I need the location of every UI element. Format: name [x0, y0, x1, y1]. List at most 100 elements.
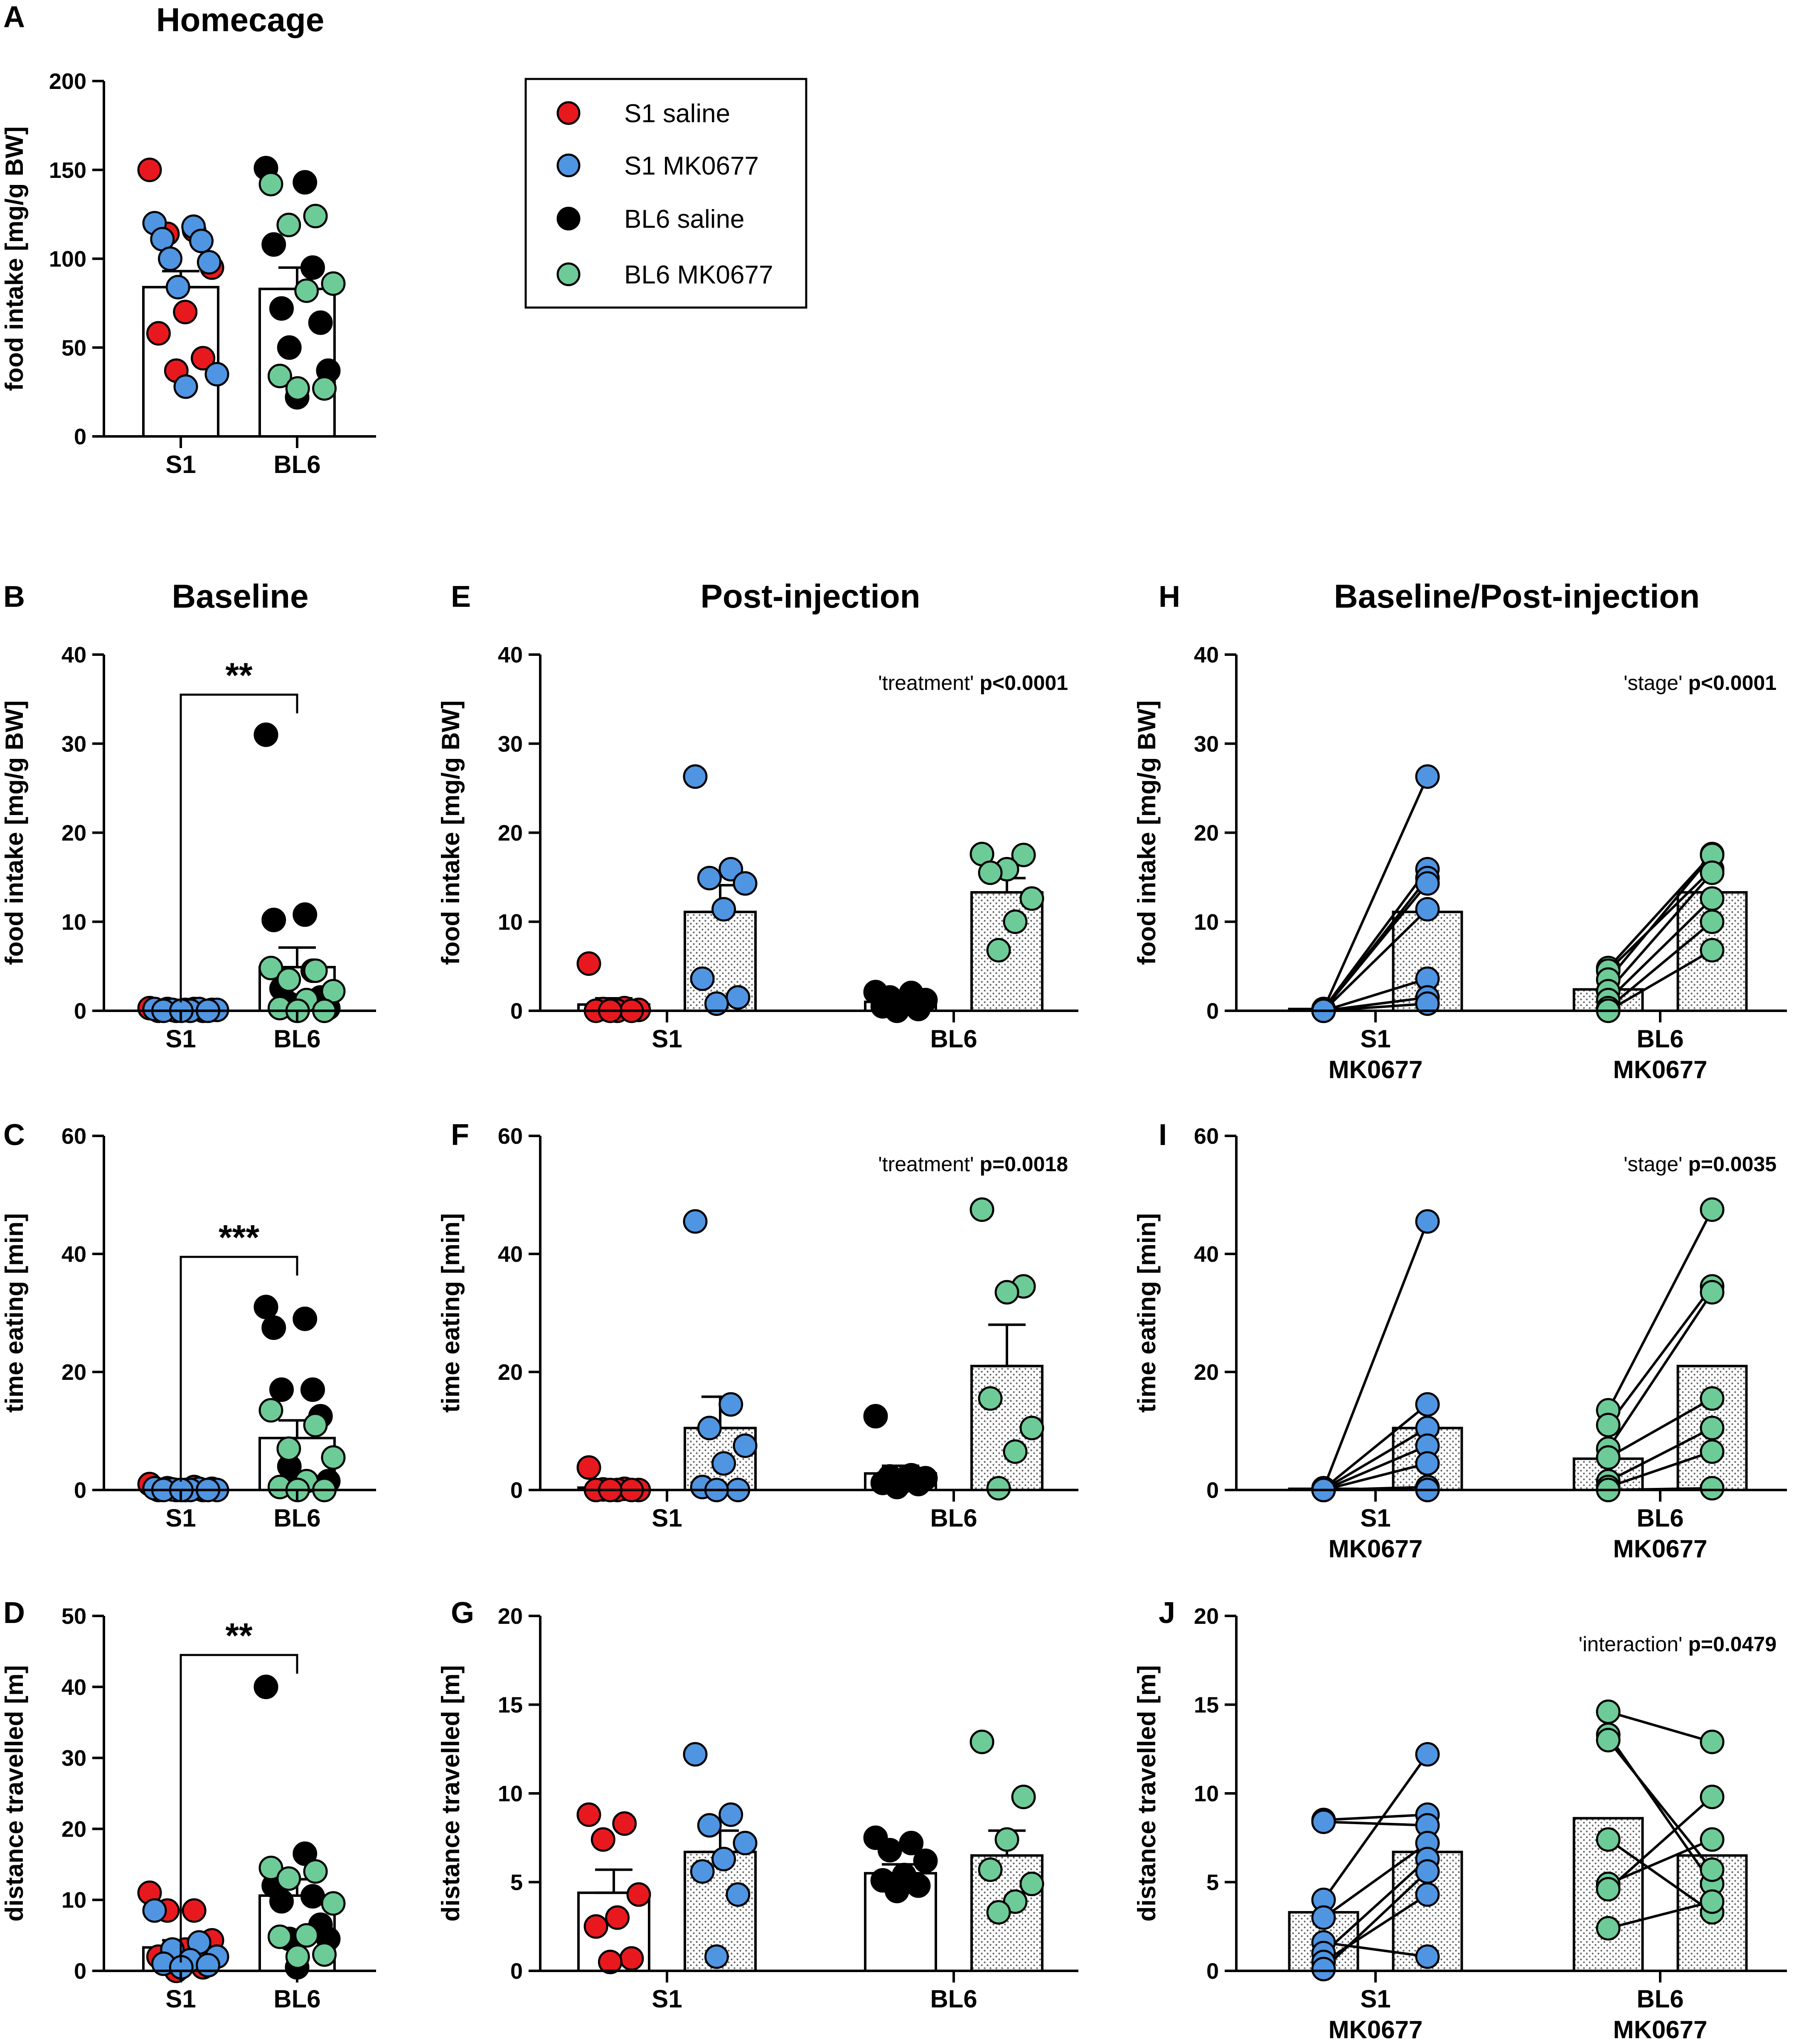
data-point [690, 966, 715, 991]
stat-annotation: 'stage' p=0.0035 [1624, 1153, 1777, 1176]
data-point [576, 1455, 601, 1480]
data-point [719, 1392, 743, 1417]
data-point [913, 1848, 938, 1873]
data-point [146, 321, 171, 346]
data-point [1003, 1439, 1028, 1464]
y-tick-label: 30 [1194, 731, 1219, 756]
paired-line [1323, 1842, 1428, 1919]
y-axis-label: food intake [mg/g BW] [437, 700, 465, 965]
data-point [591, 1827, 615, 1852]
data-point [978, 1857, 1003, 1882]
x-category-label: MK0677 [1613, 1056, 1708, 1084]
paired-line [1607, 1286, 1713, 1426]
data-point [253, 1295, 278, 1320]
data-point [293, 1306, 317, 1331]
data-point [583, 1914, 608, 1939]
data-point-post [1700, 1729, 1725, 1754]
data-point-post [1415, 1451, 1440, 1476]
significance-bracket [180, 1256, 298, 1482]
data-point [293, 170, 317, 195]
data-point-post [1700, 1785, 1725, 1810]
y-tick-label: 10 [498, 910, 523, 935]
panel-a: A Homecage food intake [mg/g BW] 0 50 100 150 2… [0, 0, 376, 478]
x-category-label: BL6 [930, 1025, 977, 1053]
data-point [986, 1476, 1011, 1501]
data-point-post [1415, 1742, 1440, 1767]
y-tick-label: 30 [62, 1746, 86, 1771]
paired-line [1607, 921, 1713, 1009]
y-tick-label: 60 [62, 1124, 86, 1149]
panel-letter: F [451, 1118, 469, 1152]
data-point [321, 1445, 346, 1470]
data-point-post [1415, 1944, 1440, 1969]
data-point-post [1700, 909, 1725, 934]
legend-marker-s1-saline [556, 101, 581, 125]
panel-letter: H [1159, 580, 1180, 613]
legend-marker-s1-mk0677 [556, 153, 581, 177]
x-category-label: S1 [1360, 1985, 1390, 2013]
data-point [626, 1882, 651, 1907]
panel-letter: C [3, 1118, 25, 1152]
axes: 0 20 40 60 S1 MK0677 BL6 MK0677 [1194, 1124, 1787, 1563]
stat-annotation: 'stage' p<0.0001 [1624, 671, 1777, 694]
paired-line [1323, 1893, 1428, 1963]
data-point [293, 902, 317, 927]
data-point [269, 1377, 294, 1402]
data-point-baseline [1596, 1877, 1621, 1902]
y-tick-label: 15 [498, 1693, 523, 1718]
y-tick-label: 30 [498, 731, 523, 756]
data-point-post [1415, 991, 1440, 1016]
data-point [978, 860, 1003, 885]
paired-line [1607, 1838, 1713, 1885]
data-point [899, 1831, 924, 1856]
paired-lines [1322, 776, 1429, 1012]
data-point [986, 938, 1011, 963]
panel-e: E Post-injection food intake [mg/g BW] 0 10 2… [437, 578, 1078, 1053]
panel-h: H Baseline/Post-injection food intake [mg/… [1133, 578, 1787, 1084]
data-point-post [1700, 1386, 1725, 1411]
data-point-post [1700, 1827, 1725, 1852]
data-point [258, 1855, 283, 1880]
data-point [267, 1924, 292, 1949]
data-point [204, 362, 229, 387]
paired-line [1323, 1813, 1428, 1822]
data-point [285, 376, 310, 401]
data-point [173, 300, 198, 325]
paired-line [1322, 1858, 1429, 1954]
data-point [711, 1847, 736, 1872]
paired-line [1323, 1941, 1428, 1958]
data-point [994, 1280, 1019, 1305]
data-point [605, 1905, 630, 1930]
data-point [1019, 1872, 1044, 1896]
data-point [726, 985, 751, 1010]
panel-letter: G [451, 1596, 474, 1630]
data-point [726, 1882, 751, 1907]
data-point [165, 275, 190, 300]
data-point [1003, 909, 1028, 934]
y-tick-label: 5 [510, 1870, 523, 1895]
x-category-label: S1 [165, 1504, 196, 1532]
data-points [576, 1729, 1044, 1975]
y-tick-label: 200 [49, 69, 86, 94]
y-axis-label: time eating [min] [0, 1213, 28, 1413]
paired-line [1607, 1427, 1713, 1483]
data-point-post [1700, 886, 1725, 911]
y-tick-label: 20 [62, 1817, 86, 1842]
data-point-baseline [1596, 1827, 1621, 1852]
bars [577, 877, 1043, 1012]
paired-line [1322, 882, 1429, 1011]
data-point [300, 1377, 325, 1402]
data-point [312, 376, 337, 401]
data-point [173, 374, 198, 399]
panel-title: Homecage [156, 1, 325, 38]
paired-line [1323, 1820, 1428, 1827]
y-tick-label: 10 [498, 1781, 523, 1806]
data-point [300, 1884, 325, 1909]
data-point [877, 1838, 902, 1863]
data-point [312, 1942, 337, 1967]
significance-label: ** [225, 655, 253, 694]
y-tick-label: 20 [498, 821, 523, 846]
